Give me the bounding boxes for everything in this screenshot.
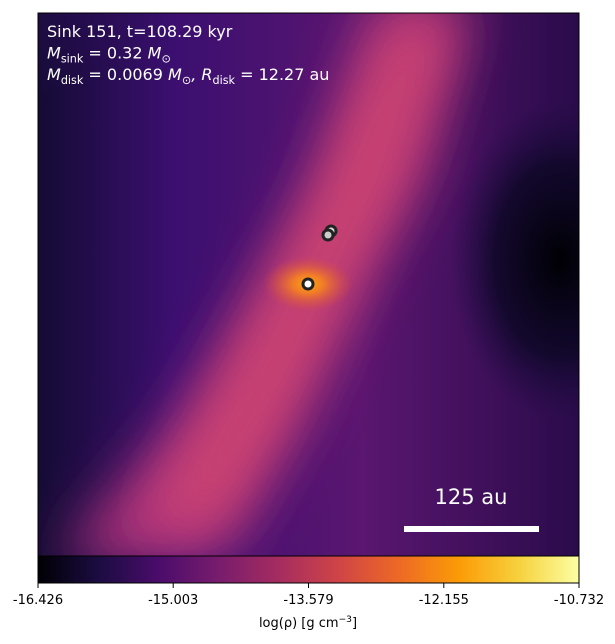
annotation: Sink 151, t=108.29 kyr — [47, 22, 233, 41]
sinks — [301, 224, 338, 291]
colorbar-tick-label: -15.003 — [148, 593, 198, 608]
colorbar-tick-label: -10.732 — [554, 593, 604, 608]
text-part: , R — [191, 65, 212, 84]
text-part: = 0.0069 — [83, 65, 168, 84]
text-part: disk — [61, 74, 84, 87]
text-part: −3 — [339, 615, 353, 625]
text-part: ] — [352, 616, 357, 631]
text-part: disk — [212, 74, 235, 87]
text-part: Sink 151, t=108.29 kyr — [47, 22, 233, 41]
colorbar-tick-label: -16.426 — [13, 593, 63, 608]
scale-bar-label: 125 au — [435, 485, 508, 509]
density-image — [38, 13, 579, 556]
text-part: sink — [61, 53, 84, 66]
text-part: ⊙ — [161, 53, 170, 66]
text-part: log(ρ) [g cm — [259, 616, 339, 631]
colorbar — [37, 555, 580, 584]
annotation: Msink = 0.32 M⊙ — [47, 44, 171, 66]
colorbar-tick-label: -12.155 — [419, 593, 469, 608]
text-part: M — [168, 65, 182, 84]
annotation: Mdisk = 0.0069 M⊙, Rdisk = 12.27 au — [47, 65, 329, 87]
text-part: ⊙ — [182, 74, 191, 87]
text-part: = 0.32 — [83, 44, 147, 63]
text-part: M — [47, 65, 61, 84]
text-part: M — [148, 44, 162, 63]
text-part: = 12.27 au — [235, 65, 329, 84]
colorbar-label: log(ρ) [g cm−3] — [259, 615, 357, 631]
text-part: M — [47, 44, 61, 63]
colorbar-tick-label: -13.579 — [283, 593, 333, 608]
